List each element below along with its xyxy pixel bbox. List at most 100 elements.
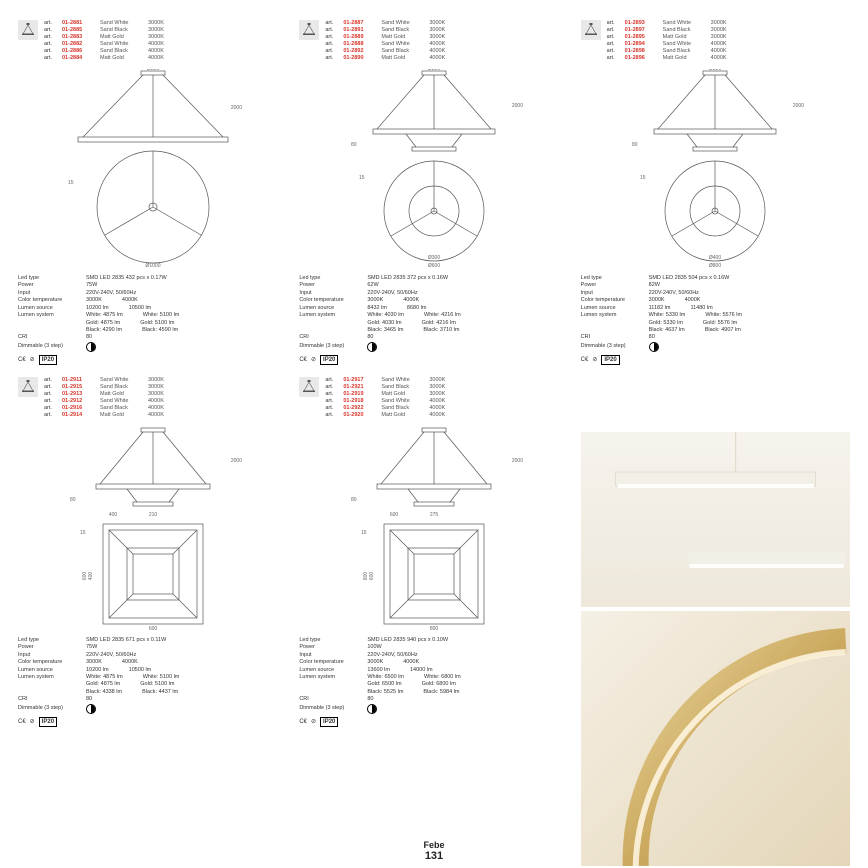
article-row: art. 01-2893 Sand White 3000K: [607, 20, 727, 26]
article-code: 01-2921: [343, 384, 375, 390]
article-row: art. 01-2887 Sand White 3000K: [325, 20, 445, 26]
svg-text:2000: 2000: [231, 105, 242, 111]
ip-rating: IP20: [320, 355, 338, 365]
ce-icon: C€: [18, 718, 26, 726]
svg-text:Ø220: Ø220: [147, 69, 159, 72]
svg-text:2000: 2000: [512, 103, 523, 109]
article-code: 01-2914: [62, 412, 94, 418]
art-label: art.: [44, 412, 56, 418]
art-label: art.: [607, 34, 619, 40]
art-label: art.: [325, 48, 337, 54]
article-kelvin: 3000K: [148, 27, 164, 33]
article-kelvin: 3000K: [148, 391, 164, 397]
art-label: art.: [44, 405, 56, 411]
svg-text:80: 80: [351, 497, 357, 503]
art-label: art.: [607, 41, 619, 47]
svg-text:80: 80: [70, 497, 76, 503]
article-code: 01-2885: [62, 27, 94, 33]
technical-diagram: 2000 80 210 400 15 600 600 400: [18, 426, 287, 631]
article-finish: Matt Gold: [663, 34, 705, 40]
svg-text:210: 210: [148, 512, 157, 518]
article-row: art. 01-2919 Matt Gold 3000K: [325, 391, 445, 397]
article-row: art. 01-2911 Sand White 3000K: [44, 377, 164, 383]
svg-text:15: 15: [68, 180, 74, 186]
article-row: art. 01-2895 Matt Gold 3000K: [607, 34, 727, 40]
article-finish: Matt Gold: [663, 55, 705, 61]
article-finish: Matt Gold: [100, 412, 142, 418]
article-row: art. 01-2886 Sand Black 4000K: [44, 48, 164, 54]
technical-diagram: Ø220 2000 15 Ø1000: [18, 69, 287, 269]
spec-block: Led typeSMD LED 2835 671 pcs x 0.11W Pow…: [18, 637, 287, 727]
article-row: art. 01-2890 Matt Gold 4000K: [325, 55, 445, 61]
ce-icon: C€: [581, 356, 589, 364]
article-kelvin: 3000K: [711, 34, 727, 40]
catalog-grid: art. 01-2881 Sand White 3000K art. 01-28…: [18, 20, 850, 866]
article-row: art. 01-2881 Sand White 3000K: [44, 20, 164, 26]
cert-icons: C€ ⊘ IP20: [18, 355, 287, 365]
technical-diagram: Ø220 2000 80 15 Ø800 Ø400: [581, 69, 850, 269]
spec-block: Led typeSMD LED 2835 432 pcs x 0.17W Pow…: [18, 275, 287, 365]
article-code: 01-2918: [343, 398, 375, 404]
article-kelvin: 4000K: [148, 41, 164, 47]
art-label: art.: [325, 20, 337, 26]
art-label: art.: [325, 27, 337, 33]
article-kelvin: 3000K: [429, 34, 445, 40]
article-kelvin: 4000K: [429, 55, 445, 61]
article-finish: Matt Gold: [100, 55, 142, 61]
spec-block: Led typeSMD LED 2835 372 pcs x 0.16W Pow…: [299, 275, 568, 365]
article-kelvin: 4000K: [148, 55, 164, 61]
article-code: 01-2896: [625, 55, 657, 61]
product-photo-top: [581, 432, 850, 607]
article-row: art. 01-2921 Sand Black 3000K: [325, 384, 445, 390]
article-code: 01-2913: [62, 391, 94, 397]
ip-rating: IP20: [601, 355, 619, 365]
article-row: art. 01-2913 Matt Gold 3000K: [44, 391, 164, 397]
art-label: art.: [44, 27, 56, 33]
article-finish: Matt Gold: [381, 34, 423, 40]
article-code: 01-2917: [343, 377, 375, 383]
art-label: art.: [607, 20, 619, 26]
art-label: art.: [325, 405, 337, 411]
article-row: art. 01-2915 Sand Black 3000K: [44, 384, 164, 390]
cell-5-photos: [581, 377, 850, 866]
article-finish: Sand Black: [663, 27, 705, 33]
article-code: 01-2881: [62, 20, 94, 26]
art-label: art.: [325, 398, 337, 404]
article-code: 01-2898: [625, 48, 657, 54]
svg-text:Ø1000: Ø1000: [145, 263, 160, 269]
article-group: art. 01-2911 Sand White 3000K art. 01-29…: [18, 377, 287, 418]
article-finish: Sand Black: [663, 48, 705, 54]
article-row: art. 01-2914 Matt Gold 4000K: [44, 412, 164, 418]
art-label: art.: [44, 384, 56, 390]
spec-block: Led typeSMD LED 2835 940 pcs x 0.10W Pow…: [299, 637, 568, 727]
article-kelvin: 4000K: [148, 48, 164, 54]
technical-diagram: Ø220 2000 80 15 Ø600 Ø300: [299, 69, 568, 269]
svg-text:15: 15: [359, 175, 365, 181]
article-kelvin: 4000K: [429, 48, 445, 54]
svg-text:600: 600: [148, 626, 157, 631]
article-row: art. 01-2889 Matt Gold 3000K: [325, 34, 445, 40]
article-row: art. 01-2897 Sand Black 3000K: [607, 27, 727, 33]
art-label: art.: [44, 41, 56, 47]
svg-text:2000: 2000: [512, 458, 523, 464]
article-finish: Sand White: [381, 20, 423, 26]
svg-text:Ø600: Ø600: [428, 263, 440, 269]
dimmable-icon: [86, 704, 96, 714]
article-row: art. 01-2892 Sand Black 4000K: [325, 48, 445, 54]
svg-text:15: 15: [361, 530, 367, 536]
article-code: 01-2919: [343, 391, 375, 397]
art-label: art.: [44, 377, 56, 383]
article-row: art. 01-2885 Sand Black 3000K: [44, 27, 164, 33]
article-row: art. 01-2912 Sand White 4000K: [44, 398, 164, 404]
article-finish: Sand Black: [100, 27, 142, 33]
article-finish: Sand White: [100, 377, 142, 383]
article-code: 01-2911: [62, 377, 94, 383]
article-finish: Sand White: [663, 20, 705, 26]
article-row: art. 01-2922 Sand Black 4000K: [325, 405, 445, 411]
article-finish: Matt Gold: [381, 391, 423, 397]
article-code: 01-2890: [343, 55, 375, 61]
cell-2: art. 01-2893 Sand White 3000K art. 01-28…: [581, 20, 850, 365]
cell-3: art. 01-2911 Sand White 3000K art. 01-29…: [18, 377, 287, 866]
dimmable-icon: [649, 342, 659, 352]
art-label: art.: [44, 55, 56, 61]
